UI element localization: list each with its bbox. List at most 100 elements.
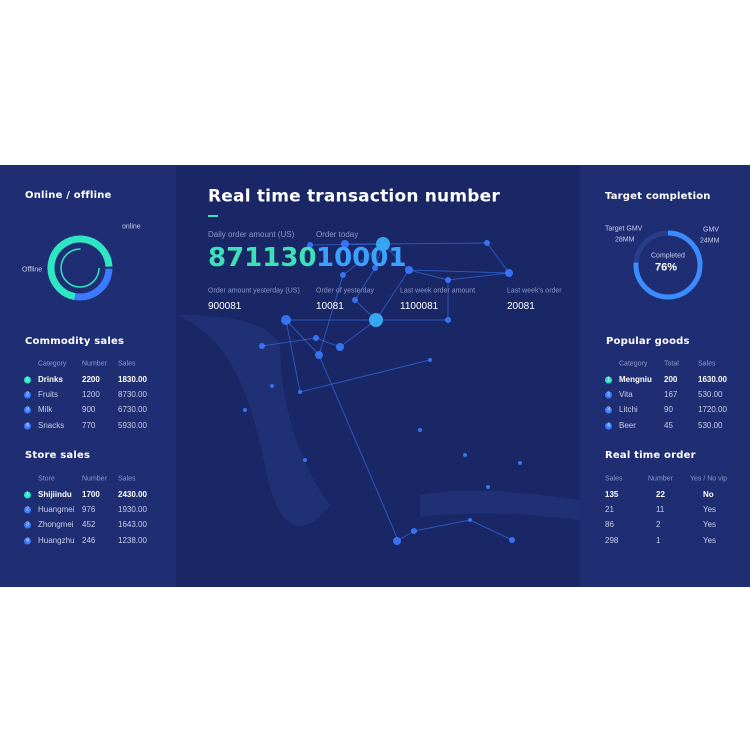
map-node [418, 428, 422, 432]
map-node [428, 358, 432, 362]
table-cell: 1700 [82, 490, 100, 499]
legend-offline: Offline [22, 266, 43, 274]
river [420, 490, 580, 520]
stat-label: Daily order amount (US) [208, 230, 295, 239]
completed-label: Completed [651, 252, 685, 260]
panel-title: Store sales [25, 450, 91, 461]
column-header: Sales [605, 475, 623, 483]
table-cell: Huangzhu [38, 535, 75, 545]
table-cell: 1830.00 [118, 375, 147, 384]
donut-online [47, 235, 113, 301]
table-cell: 2 [656, 520, 661, 530]
rank-badge: 1 [24, 376, 31, 384]
column-header: Total [664, 360, 679, 368]
table-cell: Milk [38, 405, 53, 415]
table-cell: 1930.00 [118, 505, 147, 515]
rank-badge: 2 [605, 391, 612, 399]
table-cell: Fruits [38, 390, 58, 400]
map-route [408, 269, 449, 281]
big-number: 10001 [316, 243, 407, 273]
map-route [354, 267, 376, 301]
column-header: Number [82, 360, 107, 368]
table-cell: Vita [619, 390, 633, 400]
map-route [342, 243, 384, 276]
map-route [339, 319, 377, 348]
map-route [285, 319, 301, 393]
map-node [509, 537, 515, 543]
table-cell: 2200 [82, 375, 100, 384]
completed-value: 76% [655, 261, 678, 274]
map-node [315, 351, 323, 359]
panel-title: Popular goods [606, 336, 690, 347]
map-node [336, 343, 344, 351]
table-cell: 530.00 [698, 420, 723, 430]
gmv-value: 24MM [700, 237, 720, 245]
column-header: Category [38, 360, 67, 368]
column-header: Sales [118, 475, 136, 483]
title-dash [208, 215, 218, 217]
rank-badge: 3 [24, 406, 31, 414]
map-node [484, 240, 490, 246]
table-cell: 2430.00 [118, 490, 147, 499]
map [47, 215, 703, 545]
map-node [341, 240, 349, 248]
rank-badge: 1 [605, 376, 612, 384]
table-cell: 8730.00 [118, 390, 147, 400]
table-cell: 11 [656, 505, 665, 515]
table-cell: No [703, 490, 714, 499]
table-cell: 452 [82, 520, 96, 530]
map-route [413, 519, 471, 532]
column-header: Yes / No vip [690, 475, 728, 483]
table-cell: Yes [703, 520, 717, 530]
table-cell: Drinks [38, 375, 63, 384]
table-cell: 1720.00 [698, 405, 727, 415]
table-cell: Zhongmei [38, 520, 74, 530]
donut-offline [47, 235, 113, 301]
table-cell: 22 [656, 490, 665, 499]
map-route [469, 519, 513, 541]
column-header: Sales [698, 360, 716, 368]
big-number: 871130 [208, 243, 317, 273]
table-cell: Shijiindu [38, 490, 72, 499]
map-node [307, 242, 313, 248]
table-cell: 1643.00 [118, 520, 147, 530]
map-node [270, 384, 274, 388]
map-node [281, 315, 291, 325]
table-cell: 45 [664, 420, 673, 430]
column-header: Number [82, 475, 107, 483]
target-label: Target GMV [605, 225, 643, 233]
table-cell: Yes [703, 535, 717, 545]
map-node [313, 335, 319, 341]
map-route [299, 359, 431, 393]
table-cell: Mengniu [619, 375, 652, 384]
table-cell: 976 [82, 505, 96, 515]
stat-value: 1100081 [400, 301, 439, 312]
table-cell: 200 [664, 375, 678, 384]
map-route [382, 242, 488, 245]
panel-title: Commodity sales [25, 336, 125, 347]
map-route [375, 269, 410, 321]
table-cell: 5930.00 [118, 420, 147, 430]
map-node [518, 461, 522, 465]
rank-badge: 3 [605, 406, 612, 414]
map-route [486, 242, 510, 274]
stat-value: 20081 [507, 301, 535, 312]
map-node [303, 458, 307, 462]
map-node [405, 266, 413, 274]
ring-progress [633, 230, 703, 300]
donut-inner [60, 248, 100, 288]
stat-label: Order of yesterday [316, 287, 374, 295]
map-route [315, 337, 341, 348]
table-cell: 900 [82, 405, 96, 415]
table-cell: 1238.00 [118, 535, 147, 545]
map-node [352, 297, 358, 303]
left-panel [0, 165, 176, 587]
map-node [505, 269, 513, 277]
column-header: Category [619, 360, 648, 368]
column-header: Number [648, 475, 673, 483]
map-route [261, 337, 317, 347]
river [175, 315, 330, 526]
target-value: 28MM [615, 236, 635, 244]
map-node [259, 343, 265, 349]
